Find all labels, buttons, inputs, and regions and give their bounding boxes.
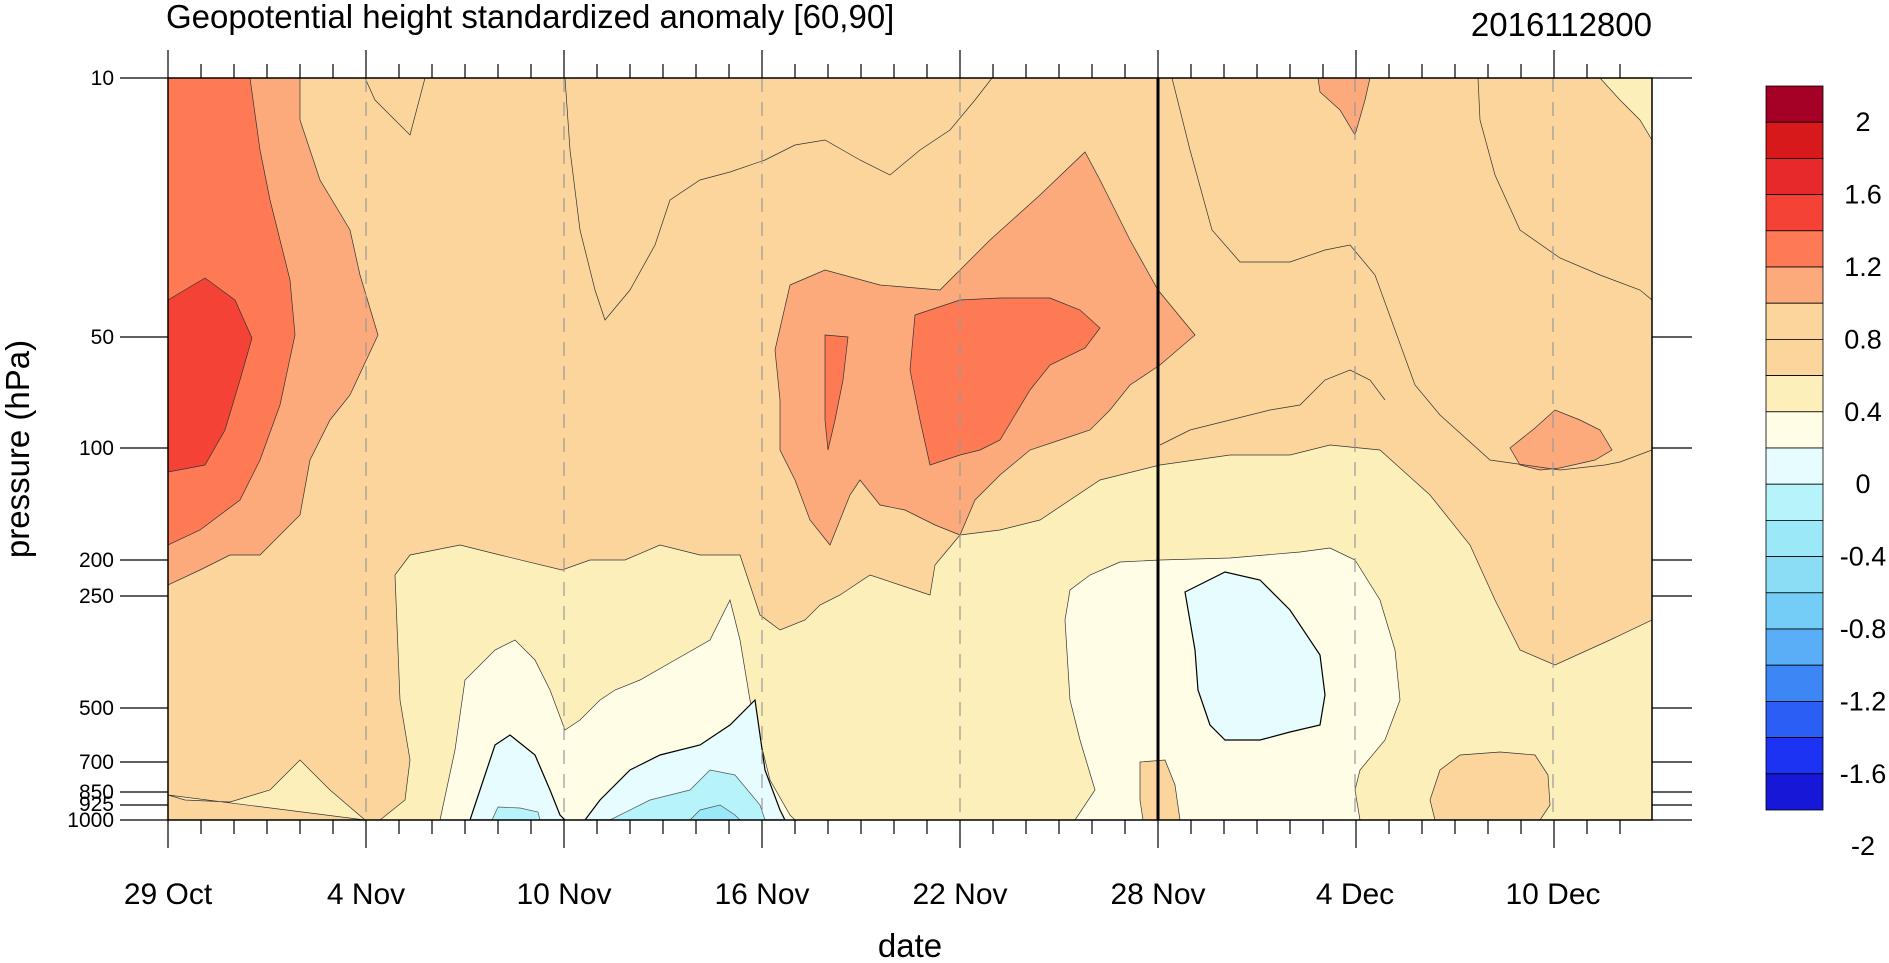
contour-neg04-left <box>469 734 566 820</box>
y-label-200: 200 <box>79 549 114 572</box>
x-label-28nov: 28 Nov <box>1110 878 1205 911</box>
colorbar-label: -1.2 <box>1840 686 1887 716</box>
colorbar-swatch <box>1765 483 1824 521</box>
colorbar-label: 0.8 <box>1844 324 1882 354</box>
colorbar-swatch <box>1765 121 1824 159</box>
y-label-10: 10 <box>91 67 114 90</box>
colorbar-label: 1.6 <box>1844 180 1882 210</box>
contour-04-small <box>1139 759 1181 820</box>
colorbar-swatch <box>1765 628 1824 666</box>
colorbar-swatch <box>1765 266 1824 304</box>
colorbar-swatch <box>1765 592 1824 630</box>
contour-line-c <box>1477 78 1652 301</box>
y-label-1000: 1000 <box>67 809 114 832</box>
y-label-250: 250 <box>79 585 114 608</box>
y-axis-title: pressure (hPa) <box>0 340 36 558</box>
x-label-10nov: 10 Nov <box>516 878 611 911</box>
contour-neg04-right <box>1184 571 1326 741</box>
contour-04-top-right <box>1599 78 1652 141</box>
contour-line-a <box>564 78 993 321</box>
contour-16-left <box>168 277 253 473</box>
colorbar-swatch <box>1765 701 1824 739</box>
colorbar-swatch <box>1765 85 1824 123</box>
contour-line-d <box>364 78 426 136</box>
colorbar-swatch <box>1765 737 1824 775</box>
x-label-16nov: 16 Nov <box>714 878 809 911</box>
run-label: 2016112800 <box>1471 6 1652 43</box>
y-tick-labels: 10 50 100 200 250 500 700 850 925 1000 <box>67 67 114 832</box>
contour-line-e <box>1159 369 1386 446</box>
y-ticks <box>120 77 1692 821</box>
colorbar-swatch <box>1765 230 1824 268</box>
colorbar-label: -2 <box>1851 831 1875 861</box>
x-tick-labels: 29 Oct 4 Nov 10 Nov 16 Nov 22 Nov 28 Nov… <box>124 878 1601 911</box>
contour-04-box <box>1429 751 1551 820</box>
y-label-700: 700 <box>79 751 114 774</box>
x-minor-ticks <box>167 50 1621 848</box>
contour-neg12-mid <box>689 804 741 820</box>
x-label-10dec: 10 Dec <box>1505 878 1600 911</box>
x-gridlines <box>365 78 1554 820</box>
x-label-29oct: 29 Oct <box>124 878 213 911</box>
colorbar-swatch <box>1765 447 1824 485</box>
colorbar-swatch <box>1765 664 1824 702</box>
colorbar-label: -0.4 <box>1840 542 1887 572</box>
x-label-4dec: 4 Dec <box>1316 878 1394 911</box>
x-label-4nov: 4 Nov <box>327 878 405 911</box>
colorbar-swatch <box>1765 157 1824 195</box>
contour-line-b <box>1171 78 1652 471</box>
y-label-925: 925 <box>79 793 114 816</box>
contour-12-mid <box>909 297 1101 466</box>
colorbar-label: -1.6 <box>1840 759 1887 789</box>
colorbar-label: 0 <box>1855 469 1870 499</box>
y-label-850: 850 <box>79 781 114 804</box>
contour-12-sliver <box>824 334 849 451</box>
colorbar-swatch <box>1765 773 1824 811</box>
colorbar-label: 0.4 <box>1844 397 1882 427</box>
y-label-50: 50 <box>91 326 114 349</box>
colorbar-swatch <box>1765 520 1824 558</box>
contour-neg08-mid <box>609 769 766 820</box>
colorbar-label: 2 <box>1855 107 1870 137</box>
x-label-22nov: 22 Nov <box>912 878 1007 911</box>
y-label-500: 500 <box>79 697 114 720</box>
colorbar <box>1765 85 1824 811</box>
colorbar-swatch <box>1765 302 1824 340</box>
plot-frame <box>167 77 1653 821</box>
y-label-100: 100 <box>79 437 114 460</box>
colorbar-label: 1.2 <box>1844 252 1882 282</box>
colorbar-label: -0.8 <box>1840 614 1887 644</box>
colorbar-swatch <box>1765 411 1824 449</box>
contour-field <box>168 78 1652 820</box>
colorbar-swatch <box>1765 338 1824 376</box>
colorbar-swatch <box>1765 556 1824 594</box>
colorbar-labels: 2 1.6 1.2 0.8 0.4 0 -0.4 -0.8 -1.2 -1.6 -2 <box>1840 107 1887 861</box>
contour-neg08-left <box>491 806 541 820</box>
x-axis-title: date <box>878 927 942 963</box>
colorbar-swatch <box>1765 194 1824 232</box>
colorbar-swatch <box>1765 375 1824 413</box>
contour-08-right <box>1509 409 1613 471</box>
chart-title: Geopotential height standardized anomaly… <box>166 0 894 35</box>
